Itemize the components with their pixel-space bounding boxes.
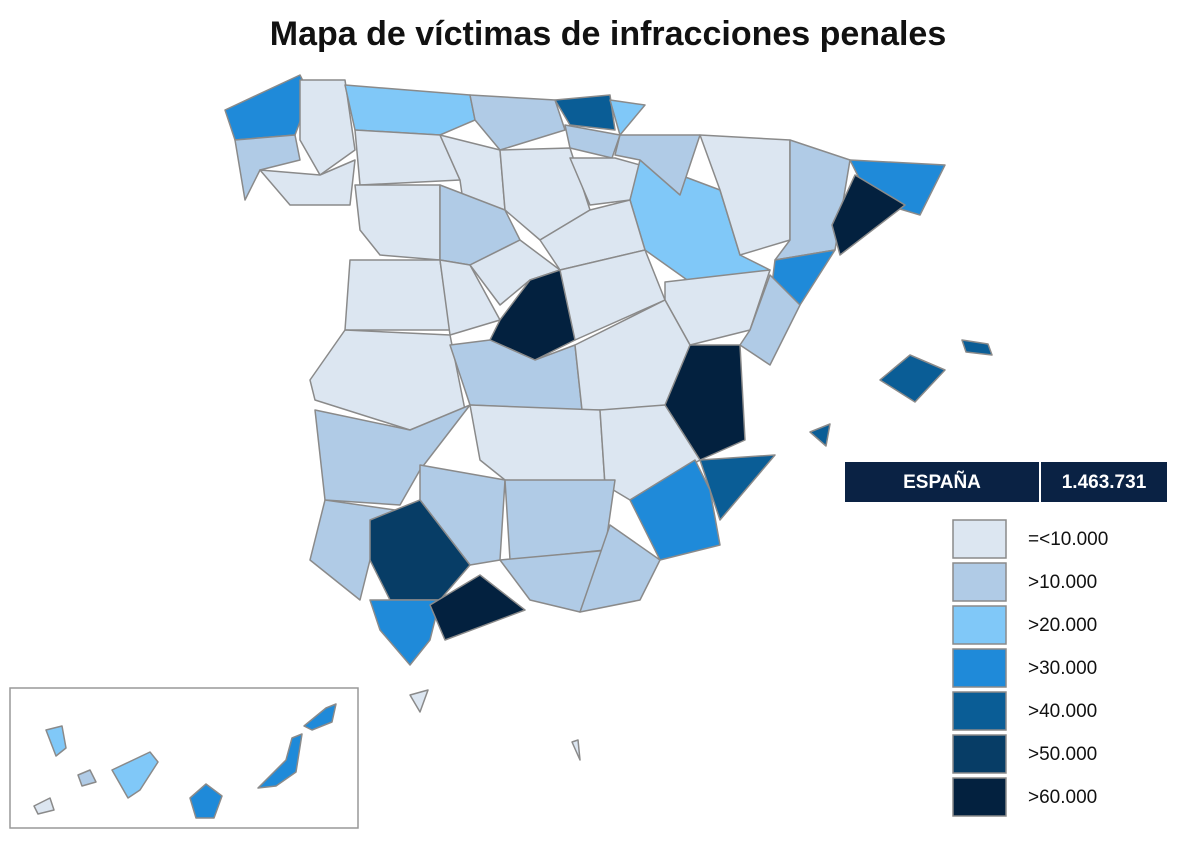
legend-label: >50.000 xyxy=(1028,744,1097,765)
province xyxy=(571,739,581,761)
total-label: ESPAÑA xyxy=(903,471,981,493)
province xyxy=(344,84,476,136)
province xyxy=(664,269,771,346)
province xyxy=(629,459,721,561)
legend-swatch xyxy=(952,648,1007,688)
province xyxy=(344,259,451,331)
province xyxy=(111,751,159,799)
province xyxy=(469,94,566,151)
legend-swatch xyxy=(952,605,1007,645)
legend-swatch xyxy=(952,691,1007,731)
canary-islands xyxy=(33,703,337,819)
legend-label: >30.000 xyxy=(1028,658,1097,679)
province xyxy=(409,689,429,713)
province xyxy=(429,574,526,641)
province xyxy=(257,733,303,789)
province xyxy=(809,423,831,447)
province xyxy=(879,354,946,403)
province xyxy=(259,159,356,206)
province xyxy=(699,454,776,521)
canarias-inset xyxy=(9,687,359,829)
province xyxy=(699,134,791,256)
province xyxy=(664,344,746,461)
province xyxy=(831,174,906,256)
province xyxy=(369,599,441,666)
legend-label: >10.000 xyxy=(1028,572,1097,593)
legend-label: >20.000 xyxy=(1028,615,1097,636)
province xyxy=(961,339,993,356)
province xyxy=(554,94,616,131)
provinces xyxy=(224,74,993,761)
province xyxy=(579,524,661,613)
province xyxy=(354,184,441,261)
legend-label: >60.000 xyxy=(1028,787,1097,808)
province xyxy=(33,797,55,815)
province xyxy=(469,404,606,486)
province xyxy=(299,79,356,176)
legend-label: >40.000 xyxy=(1028,701,1097,722)
total-value: 1.463.731 xyxy=(1062,472,1147,493)
province xyxy=(77,769,97,787)
legend-label: =<10.000 xyxy=(1028,529,1108,550)
province xyxy=(45,725,67,757)
province xyxy=(614,134,701,196)
province xyxy=(539,199,646,271)
province xyxy=(189,783,223,819)
total-value-cell xyxy=(1041,462,1167,502)
province xyxy=(504,479,616,561)
map-title: Mapa de víctimas de infracciones penales xyxy=(270,15,947,53)
province xyxy=(234,134,301,201)
province xyxy=(609,99,646,136)
province xyxy=(303,703,337,731)
province xyxy=(224,74,311,141)
province xyxy=(739,274,801,366)
province xyxy=(419,464,506,566)
legend-swatch xyxy=(952,562,1007,602)
total-label-cell xyxy=(845,462,1039,502)
legend-swatch xyxy=(952,777,1007,817)
legend: =<10.000 >10.000 >20.000 >30.000 >40.000 >50.… xyxy=(952,519,1108,817)
legend-swatch xyxy=(952,519,1007,559)
legend-swatch xyxy=(952,734,1007,774)
